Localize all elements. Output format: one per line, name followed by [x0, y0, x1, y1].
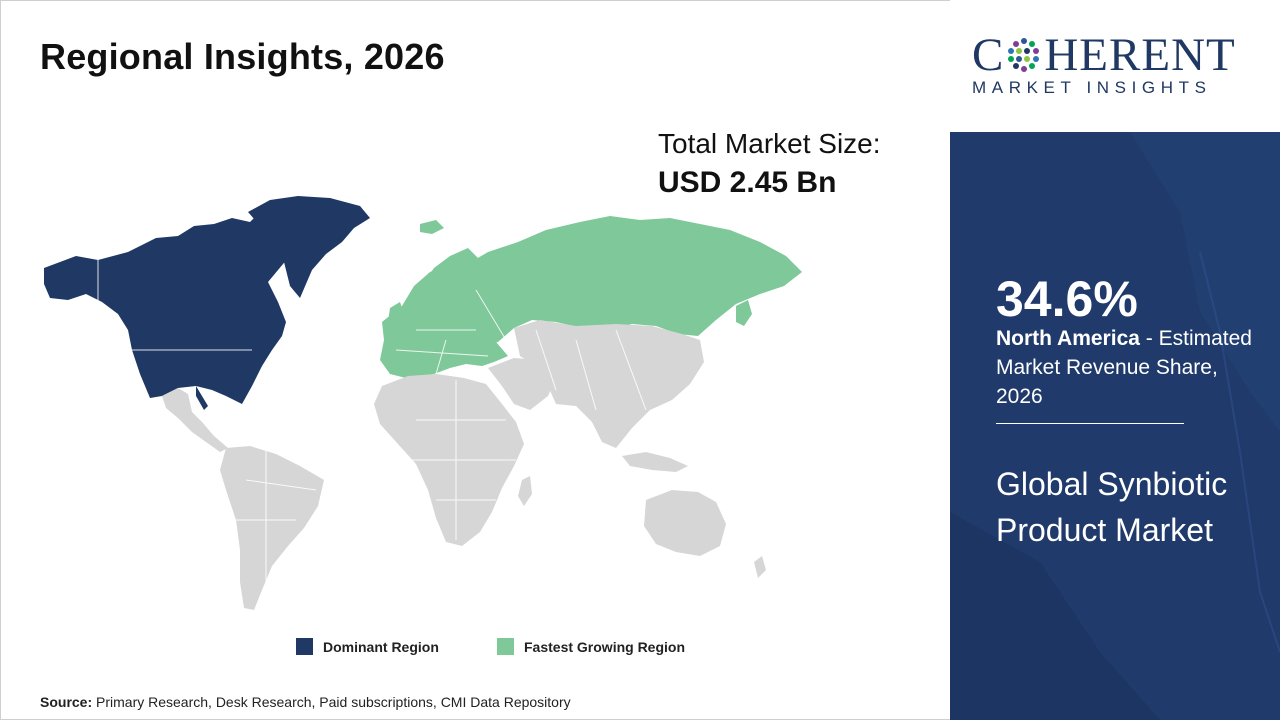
total-market-value: USD 2.45 Bn	[658, 166, 837, 199]
brand-name-left: C	[972, 29, 1005, 81]
source-text: Primary Research, Desk Research, Paid su…	[96, 694, 571, 710]
region-europe-russia	[380, 216, 802, 378]
brand-name-right: HERENT	[1044, 29, 1236, 81]
page-title: Regional Insights, 2026	[40, 36, 445, 77]
highlight-region: North America	[996, 327, 1140, 350]
source-note: Source: Primary Research, Desk Research,…	[40, 694, 571, 710]
brand-name: C HERENT	[972, 28, 1236, 82]
legend-swatch-dominant	[296, 638, 313, 655]
region-alaska-canada	[44, 196, 370, 410]
region-southeast-asia	[622, 452, 688, 472]
region-greenland	[248, 196, 370, 298]
legend-dominant: Dominant Region	[296, 638, 439, 655]
highlight-panel: 34.6% North America - Estimated Market R…	[950, 132, 1280, 720]
total-market-label: Total Market Size:	[658, 128, 881, 159]
globe-dots-icon	[1008, 38, 1040, 72]
legend-fastest: Fastest Growing Region	[497, 638, 685, 655]
region-iceland	[420, 220, 444, 234]
region-asia	[514, 320, 704, 448]
region-russia	[452, 216, 802, 346]
region-florida	[196, 386, 208, 410]
legend-label-dominant: Dominant Region	[323, 638, 439, 655]
region-uk	[388, 302, 404, 324]
brand-tagline: MARKET INSIGHTS	[972, 78, 1212, 97]
region-latin-america	[162, 388, 324, 610]
panel-divider	[996, 423, 1184, 424]
world-map	[44, 196, 802, 610]
region-central-america	[162, 388, 228, 452]
region-japan-area	[736, 300, 752, 326]
total-market-size: Total Market Size: USD 2.45 Bn	[658, 128, 881, 200]
region-europe	[380, 264, 508, 378]
region-madagascar	[518, 476, 532, 506]
country-borders	[97, 260, 647, 590]
brand-logo: C HERENT MARKET INSIGHTS	[950, 0, 1280, 132]
region-north-america	[44, 208, 298, 404]
region-south-america	[220, 446, 324, 610]
market-name: Global Synbiotic Product Market	[996, 466, 1228, 548]
legend-swatch-fastest	[497, 638, 514, 655]
source-label: Source:	[40, 694, 93, 710]
region-scandinavia	[420, 248, 480, 300]
panel-texture	[950, 132, 1280, 720]
region-new-zealand	[754, 556, 766, 578]
legend-label-fastest: Fastest Growing Region	[524, 638, 686, 655]
region-australia	[644, 490, 726, 556]
highlight-description-text: - Estimated Market Revenue Share, 2026	[996, 327, 1252, 408]
highlight-share: 34.6%	[996, 271, 1138, 327]
highlight-description: North America - Estimated Market Revenue…	[996, 324, 1266, 411]
